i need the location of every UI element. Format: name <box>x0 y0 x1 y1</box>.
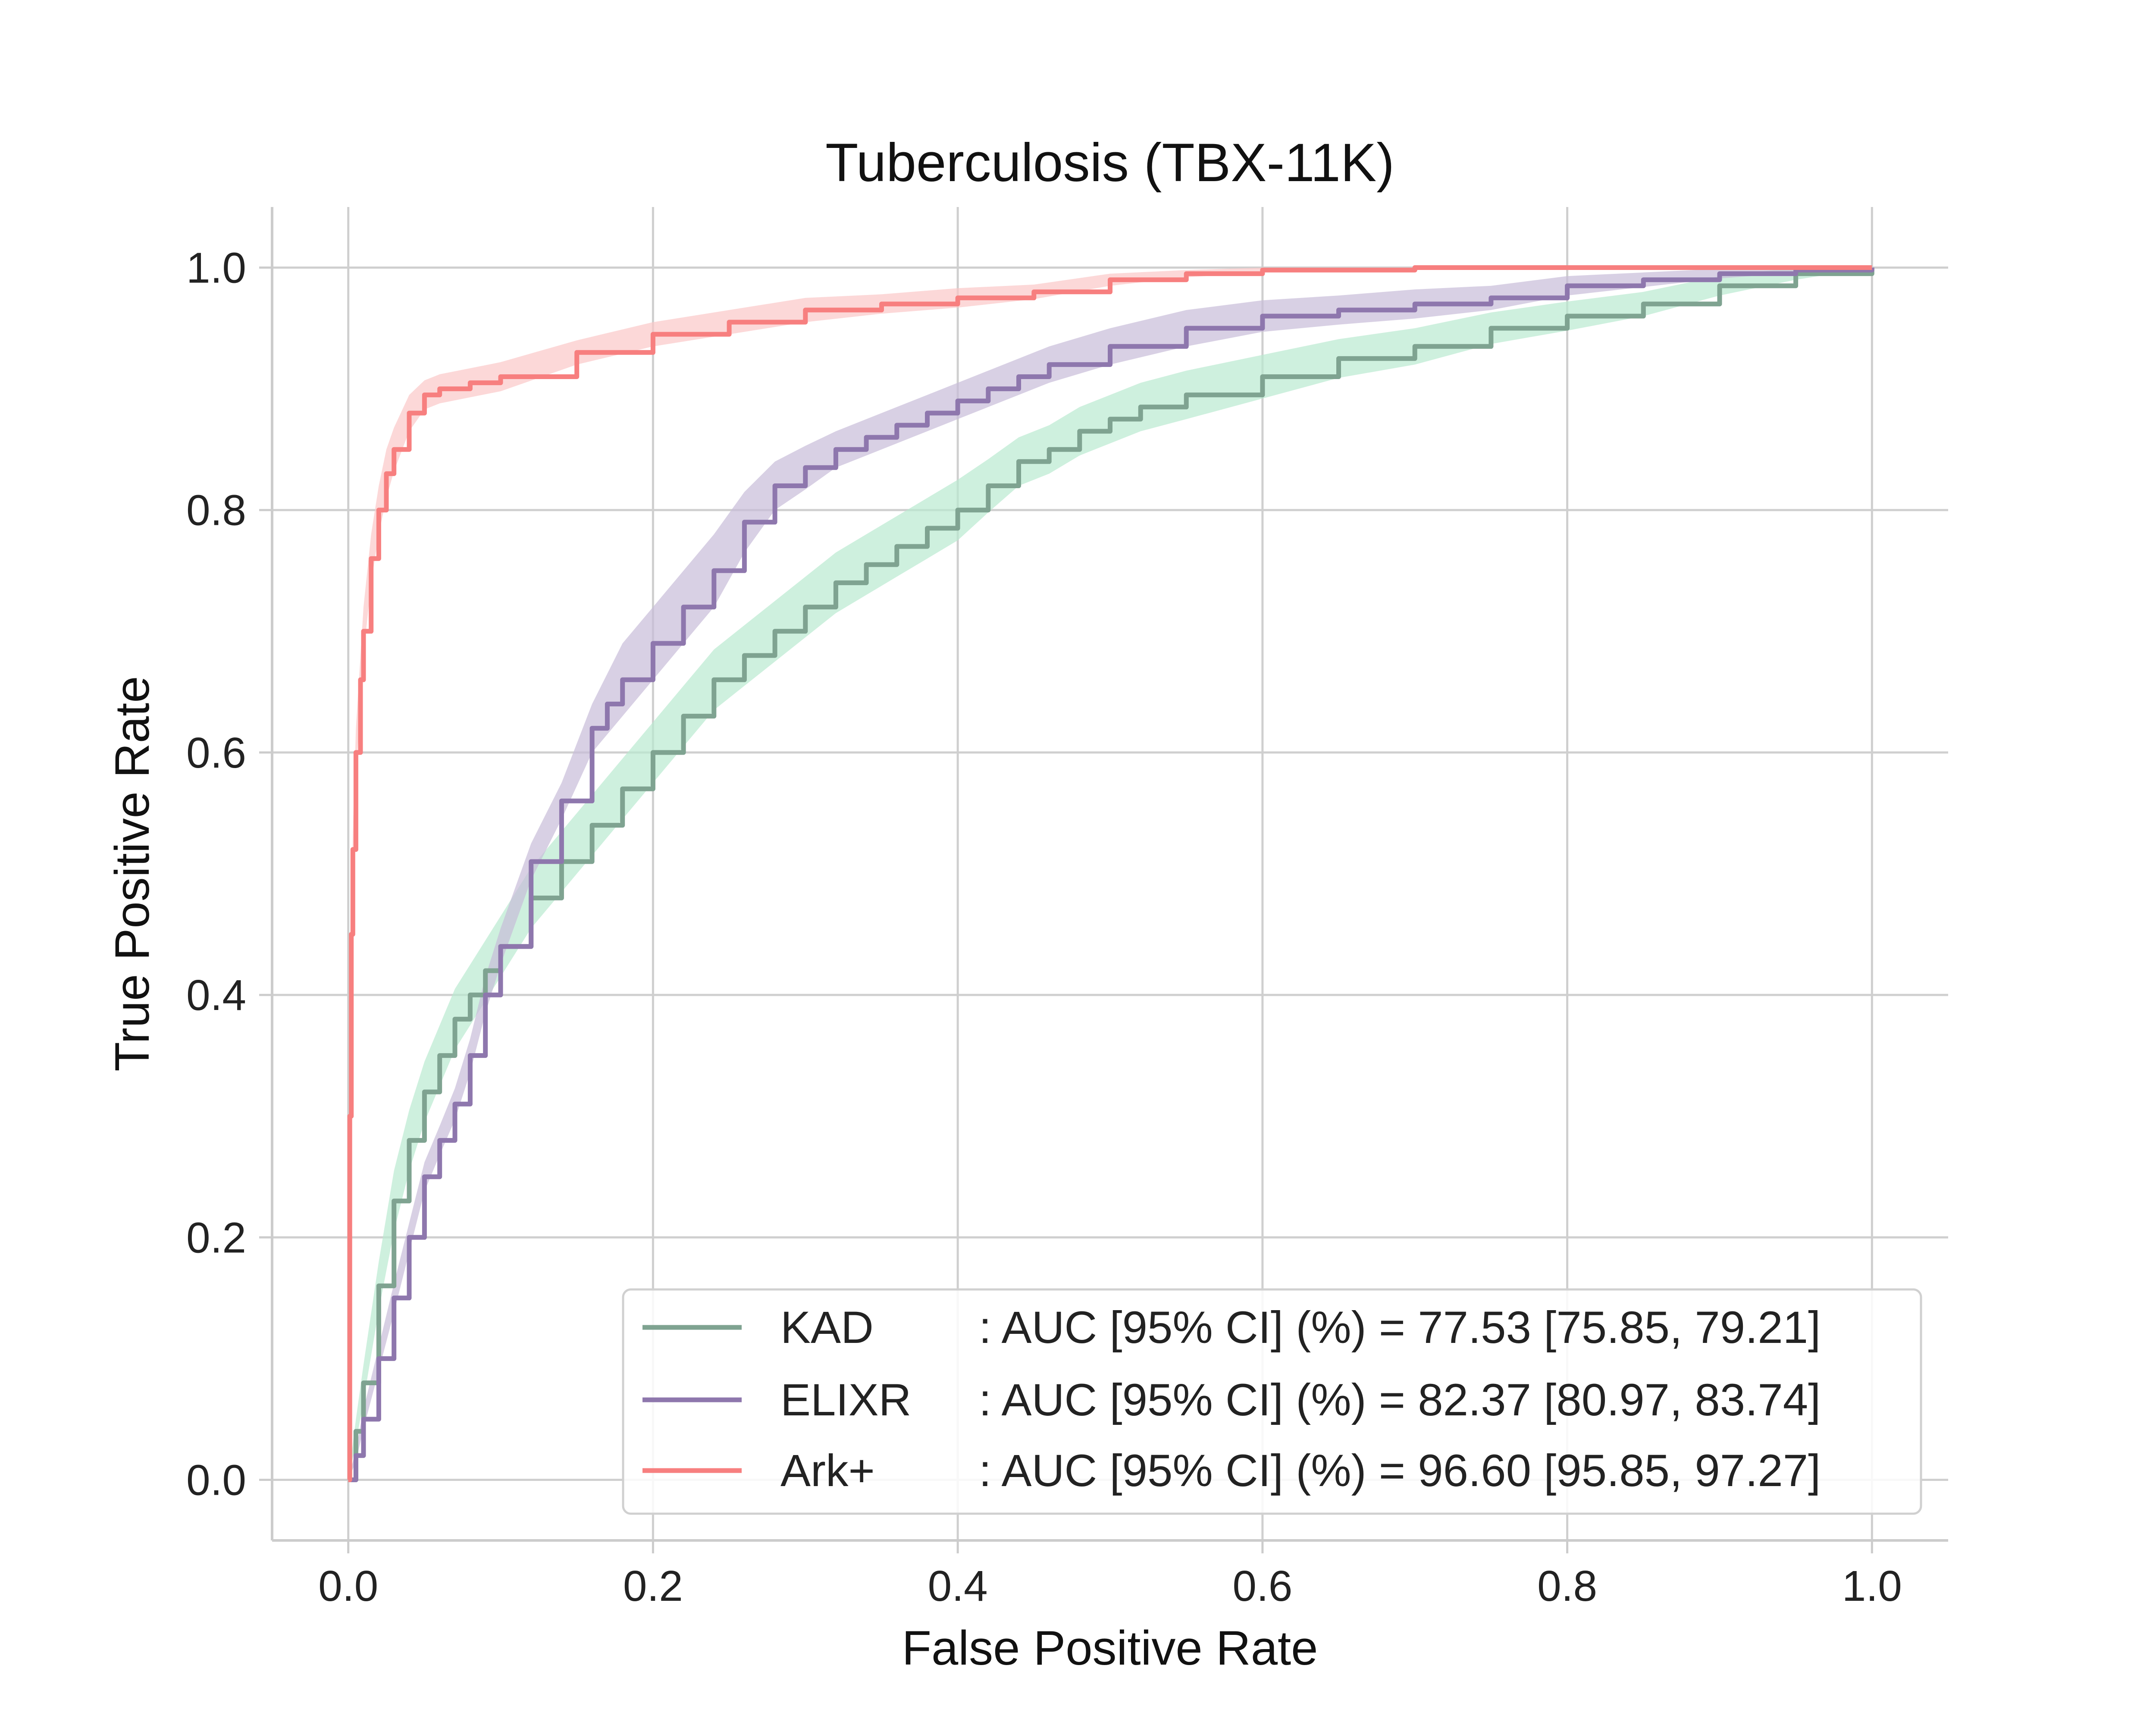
y-axis-label: True Positive Rate <box>105 676 159 1071</box>
legend-series-name: ELIXR <box>780 1375 911 1425</box>
y-tick-label: 0.6 <box>186 729 246 777</box>
roc-line-kad <box>348 267 1874 1482</box>
roc-line-elixr <box>348 267 1874 1482</box>
legend-box <box>622 1288 1922 1515</box>
y-tick-label: 0.4 <box>186 971 246 1019</box>
ci-band-ark- <box>348 267 1872 1480</box>
x-tick-label: 0.4 <box>928 1562 988 1610</box>
legend-auc-text: : AUC [95% CI] (%) = 77.53 [75.85, 79.21… <box>979 1302 1821 1353</box>
x-tick-label: 0.0 <box>318 1562 378 1610</box>
legend-auc-text: : AUC [95% CI] (%) = 82.37 [80.97, 83.74… <box>979 1375 1821 1425</box>
y-tick-label: 0.8 <box>186 486 246 535</box>
grid <box>272 207 1948 1540</box>
x-tick-label: 1.0 <box>1842 1562 1902 1610</box>
tick-labels: 0.0 0.2 0.4 0.6 0.8 1.0 0.0 0.2 0.4 0.6 0.8 1.0 <box>186 244 1902 1610</box>
legend-series-name: Ark+ <box>780 1446 875 1496</box>
y-tick-label: 0.2 <box>186 1214 246 1262</box>
chart-title: Tuberculosis (TBX-11K) <box>825 133 1395 193</box>
roc-curves <box>347 265 1874 1482</box>
legend: KAD : AUC [95% CI] (%) = 77.53 [75.85, 79… <box>622 1288 1922 1515</box>
x-tick-label: 0.8 <box>1537 1562 1597 1610</box>
legend-auc-text: : AUC [95% CI] (%) = 96.60 [95.85, 97.27… <box>979 1446 1821 1496</box>
roc-line-ark- <box>347 265 1872 1482</box>
x-tick-label: 0.2 <box>623 1562 683 1610</box>
x-axis-label: False Positive Rate <box>902 1621 1318 1675</box>
x-tick-label: 0.6 <box>1232 1562 1292 1610</box>
y-tick-label: 1.0 <box>186 244 246 292</box>
y-tick-label: 0.0 <box>186 1456 246 1504</box>
legend-series-name: KAD <box>780 1302 874 1353</box>
